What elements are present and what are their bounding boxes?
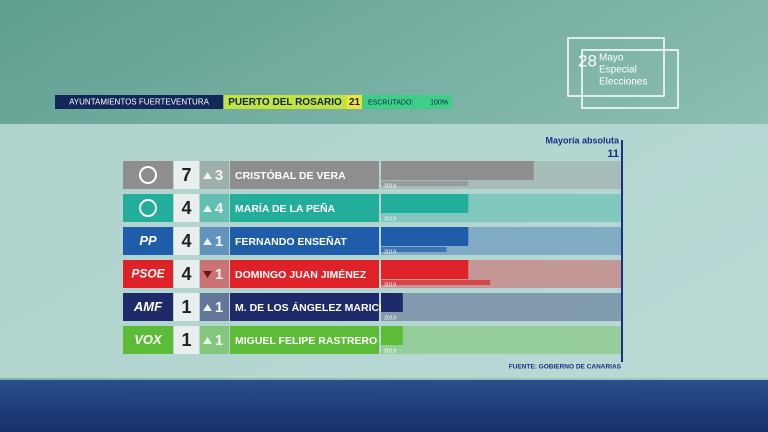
previous-label: 2019 xyxy=(384,249,396,255)
logo-box xyxy=(123,260,173,288)
header-counted-label: ESCRUTADO: xyxy=(368,99,413,106)
header-box xyxy=(224,95,347,109)
logo-box xyxy=(123,194,173,222)
candidate: DOMINGO JUAN JIMÉNEZ xyxy=(235,268,367,281)
previous-label: 2019 xyxy=(384,216,396,222)
change: 4 xyxy=(215,200,224,217)
majority-value: 11 xyxy=(607,148,619,160)
change-box xyxy=(200,326,229,354)
logo-box xyxy=(123,293,173,321)
party-icon xyxy=(139,199,157,217)
logo-line: Especial xyxy=(599,65,637,76)
bar-track xyxy=(381,326,621,354)
seats-box xyxy=(174,227,199,255)
change-arrow xyxy=(203,337,212,344)
candidate: FERNANDO ENSEÑAT xyxy=(235,235,347,248)
party-label: PSOE xyxy=(131,267,165,281)
seats: 7 xyxy=(181,165,191,185)
candidate: M. DE LOS ÁNGELEZ MARICHAL xyxy=(235,301,401,314)
name-box xyxy=(230,194,379,222)
name-box xyxy=(230,227,379,255)
header-counted: 100% xyxy=(430,99,448,106)
bar xyxy=(381,227,469,246)
change-arrow xyxy=(203,271,212,278)
logo-line: Elecciones xyxy=(599,77,647,88)
party-icon xyxy=(139,166,157,184)
candidate: CRISTÓBAL DE VERA xyxy=(235,169,346,182)
seats-box xyxy=(174,293,199,321)
change: 1 xyxy=(215,266,223,283)
bar-previous xyxy=(381,280,491,285)
seats-box xyxy=(174,194,199,222)
source: FUENTE: GOBIERNO DE CANARIAS xyxy=(509,364,622,371)
seats: 4 xyxy=(181,264,191,284)
previous-label: 2019 xyxy=(384,348,396,354)
name-box xyxy=(230,161,379,189)
seats: 1 xyxy=(181,330,191,350)
event-logo xyxy=(567,37,679,109)
logo-box xyxy=(123,161,173,189)
change-arrow xyxy=(203,238,212,245)
bar-previous xyxy=(381,247,447,252)
change: 3 xyxy=(215,167,223,184)
change: 1 xyxy=(215,233,223,250)
candidate: MARÍA DE LA PEÑA xyxy=(235,202,336,215)
seats-box xyxy=(174,326,199,354)
change-box xyxy=(200,194,229,222)
party-label: PP xyxy=(139,233,157,248)
header-region: AYUNTAMIENTOS FUERTEVENTURA xyxy=(69,98,210,107)
bar-previous xyxy=(381,181,469,186)
bar xyxy=(381,260,469,279)
bar xyxy=(381,194,469,213)
seats: 4 xyxy=(181,198,191,218)
bar-track xyxy=(381,293,621,321)
seats-box xyxy=(174,260,199,288)
seats-box xyxy=(174,161,199,189)
header-box xyxy=(347,95,362,109)
footer-band xyxy=(0,380,768,432)
change-arrow xyxy=(203,172,212,179)
name-box xyxy=(230,293,379,321)
previous-label: 2019 xyxy=(384,183,396,189)
logo-box xyxy=(123,227,173,255)
name-box xyxy=(230,326,379,354)
header-box xyxy=(362,95,452,109)
bar xyxy=(381,293,403,312)
logo-day: 28 xyxy=(578,51,597,70)
previous-label: 2019 xyxy=(384,315,396,321)
name-box xyxy=(230,260,379,288)
bar xyxy=(381,161,534,180)
logo-box xyxy=(123,326,173,354)
logo-line: Mayo xyxy=(599,53,624,64)
bar xyxy=(381,326,403,345)
change-box xyxy=(200,293,229,321)
candidate: MIGUEL FELIPE RASTRERO xyxy=(235,335,377,347)
change-arrow xyxy=(203,205,212,212)
change: 1 xyxy=(215,332,223,349)
previous-label: 2019 xyxy=(384,282,396,288)
change: 1 xyxy=(215,299,223,316)
header-box xyxy=(55,95,223,109)
seats: 1 xyxy=(181,297,191,317)
majority-label: Mayoría absoluta xyxy=(545,135,620,145)
change-arrow xyxy=(203,304,212,311)
change-box xyxy=(200,161,229,189)
party-label: VOX xyxy=(134,332,163,347)
header-municipality: PUERTO DEL ROSARIO xyxy=(228,97,342,108)
header-total-seats: 21 xyxy=(349,97,361,108)
party-label: AMF xyxy=(133,299,163,314)
change-box xyxy=(200,227,229,255)
seats: 4 xyxy=(181,231,191,251)
change-box xyxy=(200,260,229,288)
